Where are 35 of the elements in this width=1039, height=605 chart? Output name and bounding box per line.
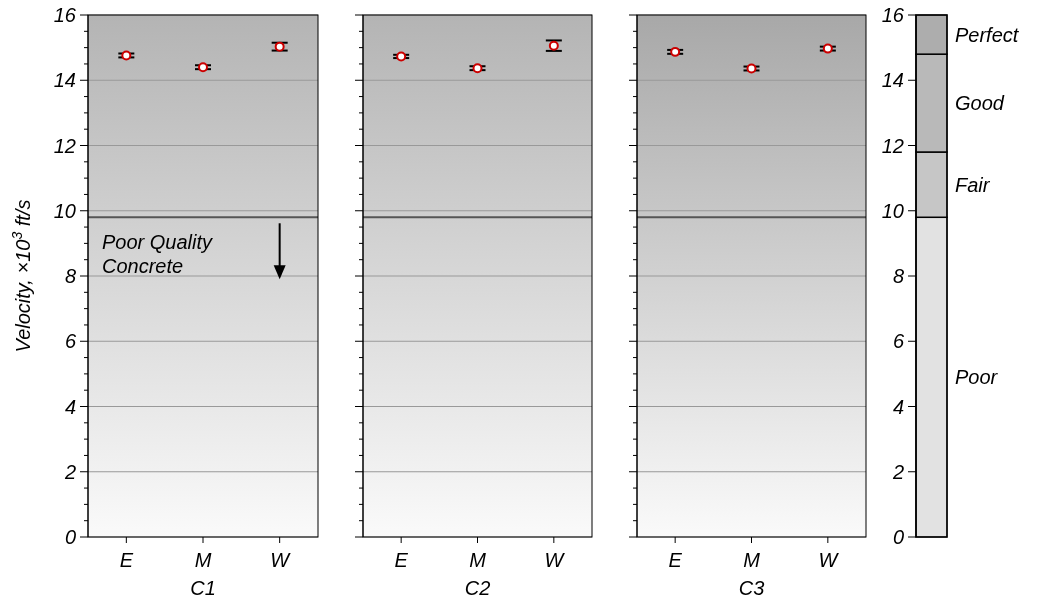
y-tick-label: 10: [53, 199, 76, 222]
y-tick-label: 10: [881, 199, 904, 222]
x-tick-label: M: [743, 549, 761, 571]
x-tick-label: W: [270, 549, 292, 571]
x-axis-title: C1: [190, 577, 216, 599]
series-label: Fair: [955, 173, 991, 196]
y-tick-label: 6: [892, 330, 905, 353]
y-tick-label: 4: [64, 395, 76, 418]
x-tick-label: W: [544, 549, 566, 571]
y-tick-label: 6: [64, 330, 77, 353]
annotation: Poor Quality Concrete: [102, 231, 214, 278]
y-tick-label: 16: [881, 4, 905, 26]
y-tick-label: 2: [891, 460, 904, 483]
x-tick-label: M: [469, 549, 487, 571]
series-label: Good: [955, 92, 1005, 115]
series-label: Poor: [955, 366, 999, 389]
y-tick-label: 8: [64, 265, 76, 287]
y-tick-label: 14: [881, 69, 904, 92]
x-tick-label: W: [818, 549, 840, 571]
y-tick-label: 16: [53, 4, 77, 26]
y-tick-label: 8: [892, 265, 904, 287]
x-tick-label: E: [119, 549, 134, 571]
x-tick-label: M: [194, 549, 212, 571]
x-axis-title: C2: [464, 577, 491, 599]
y-tick-label: 0: [892, 526, 904, 548]
series-label: Perfect: [955, 23, 1020, 46]
x-tick-label: E: [668, 549, 683, 571]
x-axis-title: C3: [738, 577, 765, 599]
y-tick-label: 12: [881, 134, 904, 157]
y-tick-label: 4: [892, 395, 904, 418]
y-tick-label: 14: [53, 69, 76, 92]
y-tick-label: 12: [53, 134, 76, 157]
x-tick-label: E: [394, 549, 409, 571]
y-tick-label: 0: [64, 526, 76, 548]
y-tick-label: 2: [63, 460, 76, 483]
